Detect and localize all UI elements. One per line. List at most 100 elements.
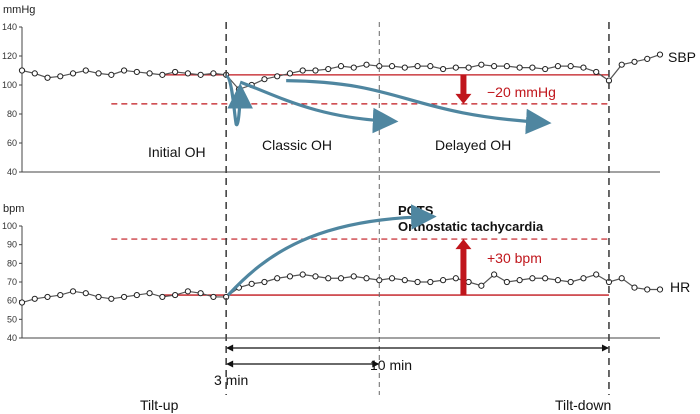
delayed-oh-label: Delayed OH — [435, 137, 511, 153]
sbp-data-point — [656, 51, 664, 58]
initial-oh-arrow — [224, 74, 253, 127]
sbp-change-label: −20 mmHg — [487, 84, 556, 100]
sbp-data-point — [631, 58, 638, 65]
sbp-y-tick-label: 60 — [7, 138, 17, 148]
sbp-data-point — [210, 70, 217, 77]
hr-data-point — [414, 278, 421, 286]
hr-data-point — [427, 278, 434, 286]
sbp-data-point — [325, 65, 332, 73]
sbp-data-point — [388, 63, 396, 70]
sbp-data-point — [427, 63, 434, 70]
hr-data-point — [184, 288, 191, 295]
hr-data-point — [248, 280, 255, 287]
sbp-data-point — [580, 64, 587, 71]
sbp-data-point — [542, 65, 549, 73]
hr-y-tick-label: 40 — [7, 333, 17, 343]
sbp-data-point — [159, 71, 166, 78]
hr-data-point — [388, 275, 396, 282]
sbp-y-tick-label: 40 — [7, 167, 17, 177]
hr-series-label: HR — [670, 279, 690, 295]
hr-data-point — [580, 275, 587, 282]
hr-y-tick-label: 100 — [2, 221, 17, 231]
hr-data-point — [452, 275, 459, 282]
sbp-data-point — [120, 67, 128, 74]
hr-data-point — [516, 277, 523, 284]
hr-data-point — [159, 293, 166, 301]
sbp-data-point — [184, 70, 191, 77]
span-10min-arrow-head-left — [226, 344, 234, 352]
sbp-data-point — [274, 73, 281, 80]
sbp-data-point — [567, 63, 574, 70]
sbp-data-point — [31, 70, 38, 77]
hr-data-point — [503, 278, 510, 286]
hr-data-point — [465, 278, 472, 286]
orthostatic-tachycardia-label: Orthostatic tachycardia — [398, 219, 544, 234]
sbp-data-point — [618, 61, 625, 68]
hr-data-point — [172, 291, 179, 299]
sbp-y-tick-label: 120 — [2, 51, 17, 61]
sbp-data-point — [401, 64, 408, 71]
sbp-data-point — [57, 73, 64, 80]
hr-data-point — [554, 277, 562, 284]
sbp-data-point — [516, 64, 523, 71]
sbp-unit-label: mmHg — [3, 4, 35, 16]
hr-data-point — [44, 293, 51, 301]
sbp-data-point — [286, 70, 294, 77]
hr-data-point — [31, 295, 38, 302]
sbp-data-point — [299, 67, 306, 74]
tilt-down-label: Tilt-down — [555, 397, 611, 413]
hr-y-tick-label: 90 — [7, 240, 17, 250]
span-10min-label: 10 min — [370, 357, 412, 373]
sbp-data-point — [18, 67, 26, 74]
sbp-data-point — [337, 63, 345, 70]
hr-change-arrow — [455, 239, 472, 296]
span-3min-arrow-head-right — [372, 360, 380, 368]
hr-data-point — [120, 293, 128, 301]
hr-data-point — [146, 290, 153, 297]
sbp-y-tick-label: 140 — [2, 22, 17, 32]
sbp-data-point — [465, 64, 472, 71]
hr-data-point — [299, 271, 306, 278]
sbp-data-point — [133, 68, 140, 76]
sbp-data-point — [350, 64, 357, 71]
hr-data-point — [69, 288, 77, 295]
hr-data-point — [82, 290, 89, 297]
sbp-data-point — [69, 70, 77, 77]
hr-data-point — [350, 273, 357, 280]
hr-data-point — [656, 286, 664, 293]
hr-change-label: +30 bpm — [487, 250, 542, 266]
sbp-series-label: SBP — [668, 49, 696, 65]
hr-data-point — [401, 277, 408, 284]
hr-data-point — [133, 291, 140, 299]
delayed-oh-arrow — [286, 79, 552, 135]
sbp-data-point — [108, 71, 115, 78]
sbp-data-point — [452, 64, 459, 71]
sbp-data-point — [439, 65, 447, 73]
hr-y-tick-label: 80 — [7, 258, 17, 268]
hr-data-point — [478, 282, 485, 289]
hr-data-point — [312, 273, 319, 280]
hr-data-point — [197, 290, 204, 297]
hr-data-point — [95, 293, 102, 301]
sbp-data-point — [312, 67, 319, 74]
sbp-y-tick-label: 80 — [7, 109, 17, 119]
sbp-change-arrow — [455, 74, 472, 104]
hr-data-point — [439, 277, 447, 284]
hr-data-point — [325, 275, 332, 282]
sbp-data-point — [172, 68, 179, 76]
hr-unit-label: bpm — [3, 203, 24, 215]
classic-oh-arrow — [239, 80, 399, 134]
hr-data-point — [286, 273, 294, 280]
sbp-data-point — [44, 74, 51, 81]
sbp-data-point — [146, 70, 153, 77]
hr-data-point — [57, 291, 64, 299]
hr-data-point — [593, 271, 600, 278]
hr-data-point — [618, 275, 625, 282]
hr-data-point — [542, 275, 549, 282]
sbp-data-point — [503, 63, 510, 70]
sbp-data-point — [491, 63, 498, 70]
hr-data-point — [274, 275, 281, 282]
sbp-data-point — [644, 55, 651, 63]
hr-data-point — [631, 284, 638, 291]
